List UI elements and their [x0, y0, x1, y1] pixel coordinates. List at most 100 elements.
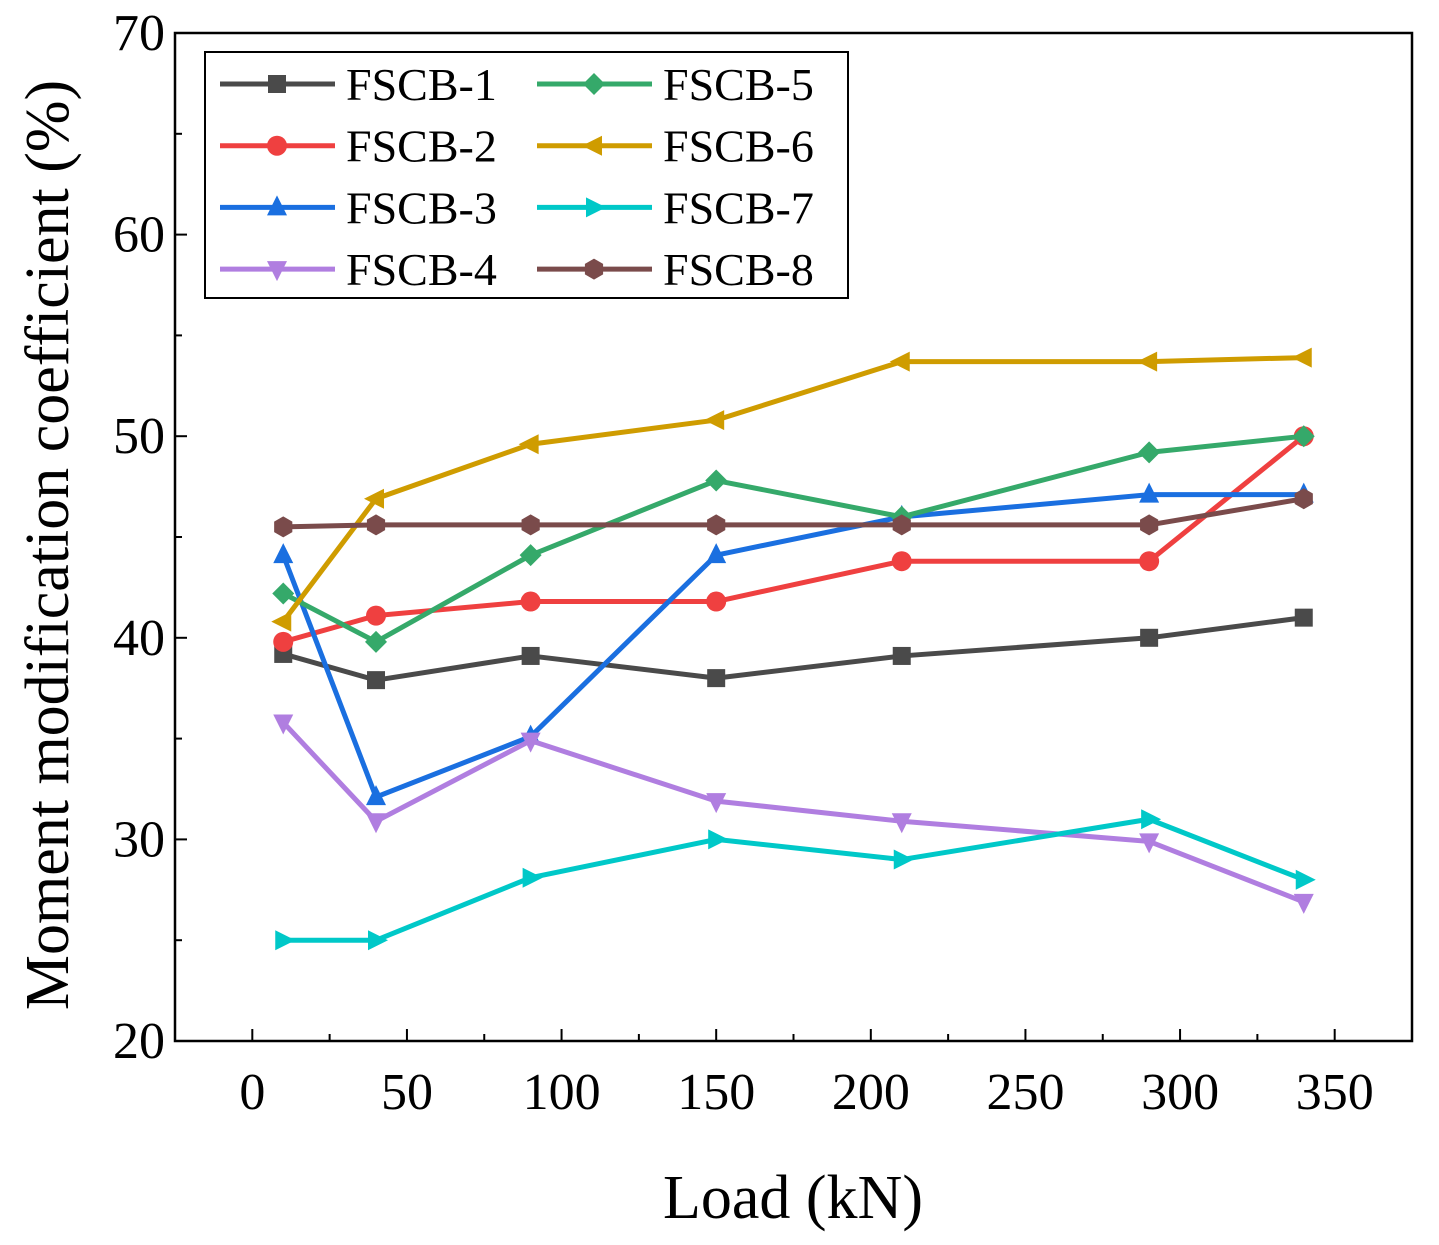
- marker-circle: [891, 551, 912, 572]
- y-tick-label: 40: [113, 610, 165, 667]
- legend-box: [204, 51, 849, 299]
- series-fscb-8: [274, 488, 1313, 538]
- marker-square: [1140, 628, 1159, 647]
- series-fscb-4: [273, 714, 1314, 914]
- series-group: [271, 347, 1316, 951]
- axes: 0 50 100 150 200 250 300 350 20 30 40 50 60 70: [113, 5, 1414, 1121]
- marker-triangle-left: [1137, 351, 1158, 372]
- marker-triangle-down: [366, 813, 387, 834]
- marker-triangle-up: [267, 195, 287, 216]
- series-line: [281, 720, 1305, 905]
- marker-circle: [706, 591, 727, 612]
- series-fscb-1: [274, 608, 1313, 690]
- marker-hexagon: [892, 514, 911, 536]
- marker-circle: [366, 605, 387, 626]
- x-tick-label: 200: [832, 1064, 910, 1121]
- marker-triangle-right: [275, 930, 296, 951]
- marker-triangle-up: [366, 785, 387, 806]
- legend-item: FSCB-5: [537, 59, 814, 110]
- x-tick-label: 350: [1296, 1064, 1374, 1121]
- y-axis-label: Moment modification coefficient (%): [14, 80, 82, 1010]
- series-line: [282, 615, 1305, 683]
- x-tick-label: 150: [677, 1064, 755, 1121]
- y-tick-label: 20: [113, 1013, 165, 1070]
- legend-label: FSCB-4: [346, 244, 497, 295]
- legend-label: FSCB-7: [663, 182, 814, 233]
- marker-triangle-down: [1139, 833, 1160, 854]
- legend-item: FSCB-3: [220, 182, 497, 233]
- marker-triangle-down: [706, 793, 727, 814]
- marker-triangle-right: [1141, 809, 1162, 830]
- marker-diamond: [705, 469, 728, 492]
- marker-triangle-right: [586, 197, 606, 218]
- marker-triangle-left: [1291, 347, 1312, 368]
- y-tick-label: 30: [113, 811, 165, 868]
- marker-hexagon: [366, 514, 386, 536]
- series-fscb-7: [275, 809, 1316, 951]
- legend-item: FSCB-6: [537, 121, 814, 172]
- marker-diamond: [1138, 441, 1161, 464]
- marker-hexagon: [584, 258, 604, 280]
- marker-diamond: [519, 544, 542, 567]
- marker-triangle-left: [704, 410, 725, 431]
- legend-item: FSCB-1: [220, 59, 497, 110]
- legend-label: FSCB-1: [346, 59, 497, 110]
- marker-triangle-right: [522, 867, 543, 888]
- marker-triangle-up: [706, 543, 727, 564]
- marker-circle: [1139, 551, 1160, 572]
- marker-triangle-left: [271, 611, 292, 632]
- marker-triangle-right: [893, 849, 914, 870]
- marker-circle: [267, 135, 287, 156]
- marker-triangle-down: [891, 813, 912, 834]
- y-tick-label: 50: [113, 408, 165, 465]
- marker-square: [1294, 608, 1313, 627]
- marker-square: [268, 75, 286, 93]
- marker-triangle-right: [708, 829, 729, 850]
- series-fscb-6: [271, 347, 1312, 632]
- legend-item: FSCB-4: [220, 244, 497, 295]
- marker-diamond: [1292, 425, 1315, 448]
- legend-item: FSCB-8: [537, 244, 814, 295]
- marker-hexagon: [521, 514, 540, 536]
- y-tick-label: 60: [113, 207, 165, 264]
- marker-diamond: [272, 582, 295, 605]
- marker-triangle-left: [364, 488, 385, 509]
- x-tick-label: 250: [986, 1064, 1064, 1121]
- legend-label: FSCB-2: [346, 121, 497, 172]
- marker-square: [892, 646, 911, 665]
- marker-triangle-left: [582, 135, 602, 156]
- marker-square: [367, 671, 386, 690]
- marker-square: [521, 646, 540, 665]
- marker-circle: [520, 591, 541, 612]
- marker-hexagon: [1140, 514, 1159, 536]
- marker-triangle-down: [1293, 893, 1314, 914]
- marker-triangle-down: [267, 261, 287, 282]
- legend-item: FSCB-7: [537, 182, 814, 233]
- x-axis-label: Load (kN): [663, 1164, 923, 1232]
- marker-triangle-up: [1139, 482, 1160, 503]
- marker-diamond: [365, 630, 388, 653]
- legend-label: FSCB-8: [663, 244, 814, 295]
- legend-label: FSCB-3: [346, 182, 497, 233]
- marker-triangle-down: [520, 732, 541, 753]
- marker-triangle-right: [368, 930, 389, 951]
- marker-hexagon: [707, 514, 726, 536]
- marker-triangle-up: [273, 543, 294, 564]
- legend-item: FSCB-2: [220, 121, 497, 172]
- marker-triangle-left: [889, 351, 910, 372]
- marker-hexagon: [274, 516, 293, 538]
- marker-diamond: [583, 73, 605, 95]
- x-tick-label: 50: [381, 1064, 433, 1121]
- x-tick-label: 300: [1141, 1064, 1219, 1121]
- marker-triangle-left: [518, 434, 539, 455]
- y-tick-label: 70: [113, 5, 165, 62]
- marker-square: [707, 669, 726, 688]
- legend-label: FSCB-5: [663, 59, 814, 110]
- x-tick-label: 100: [523, 1064, 601, 1121]
- legend-label: FSCB-6: [663, 121, 814, 172]
- legend: FSCB-1 FSCB-2 FSCB-3 FSCB-4 FSCB-5 FSCB-6 FSCB…: [204, 51, 849, 299]
- marker-triangle-down: [273, 714, 294, 735]
- x-tick-label: 0: [239, 1064, 265, 1121]
- marker-triangle-right: [1295, 869, 1316, 890]
